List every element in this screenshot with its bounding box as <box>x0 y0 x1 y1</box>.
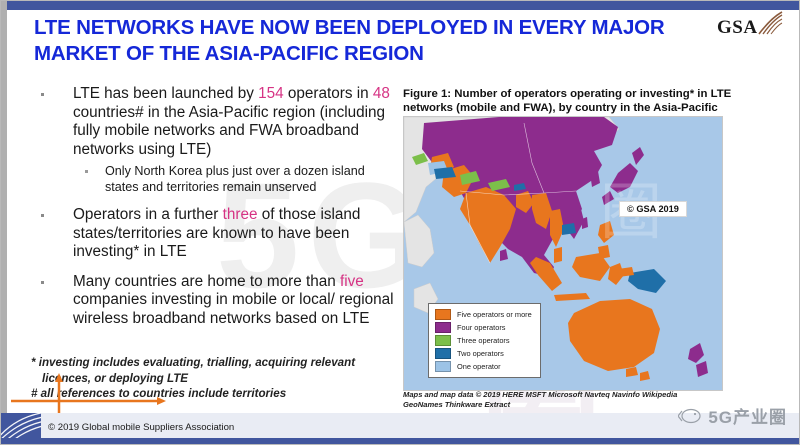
footnotes: * investing includes evaluating, trialli… <box>31 356 401 403</box>
figure-caption: Figure 1: Number of operators operating … <box>403 87 753 129</box>
legend-label-two: Two operators <box>457 349 504 358</box>
bullet-item-1: LTE has been launched by 154 operators i… <box>27 85 399 195</box>
legend-swatch-three <box>435 335 451 346</box>
bullet-2-highlight-three: three <box>222 205 258 223</box>
bullet-3-highlight-five: five <box>339 272 364 290</box>
legend-row: Two operators <box>435 348 532 359</box>
bullet-2-pre: Operators in a further <box>73 205 223 223</box>
map-attribution: Maps and map data © 2019 HERE MSFT Micro… <box>403 390 733 409</box>
bullet-3-post: companies investing in mobile or local/ … <box>73 291 394 327</box>
legend-row: Four operators <box>435 322 532 333</box>
bullet-item-1-sub-1: Only North Korea plus just over a dozen … <box>73 164 399 195</box>
bottom-accent-band <box>1 436 799 444</box>
left-grey-edge <box>1 1 7 438</box>
page-title: LTE NETWORKS HAVE NOW BEEN DEPLOYED IN E… <box>34 16 665 65</box>
gsa-logo-text: GSA <box>717 17 758 38</box>
fish-icon <box>678 408 701 423</box>
gsa-logo: GSA <box>717 11 783 45</box>
legend-label-three: Three operators <box>457 336 510 345</box>
bullet-1-post: countries# in the Asia-Pacific region (i… <box>73 103 386 158</box>
bullet-1-highlight-154: 154 <box>258 85 284 102</box>
bullet-list-level2: Only North Korea plus just over a dozen … <box>73 164 399 195</box>
bullet-1-pre: LTE has been launched by <box>73 85 259 102</box>
map-legend: Five operators or more Four operators Th… <box>428 303 541 378</box>
legend-row: Five operators or more <box>435 309 532 320</box>
signal-wave-icon <box>758 11 783 35</box>
map-attribution-line1: Maps and map data © 2019 HERE MSFT Micro… <box>403 390 678 399</box>
figure-caption-line2: networks (mobile and FWA), by country in… <box>403 102 718 114</box>
bullet-list-container: LTE has been launched by 154 operators i… <box>27 85 399 340</box>
figure-caption-container: Figure 1: Number of operators operating … <box>403 87 781 129</box>
legend-swatch-one <box>435 361 451 372</box>
footer-band <box>41 413 799 438</box>
watermark-5g-brand: 5G产业圈 <box>678 403 787 428</box>
legend-label-one: One operator <box>457 362 501 371</box>
map-copyright-watermark: © GSA 2019 <box>619 201 687 217</box>
map-attribution-line2: GeoNames Thinkware Extract <box>403 399 511 409</box>
legend-label-five: Five operators or more <box>457 310 532 319</box>
footer-copyright: © 2019 Global mobile Suppliers Associati… <box>48 422 235 433</box>
top-accent-band <box>7 1 799 10</box>
figure-caption-line1: Figure 1: Number of operators operating … <box>403 88 732 100</box>
bullet-1-highlight-48: 48 <box>372 85 390 102</box>
footnote-asterisk-line1: * investing includes evaluating, trialli… <box>31 356 356 369</box>
legend-row: One operator <box>435 361 532 372</box>
legend-swatch-four <box>435 322 451 333</box>
watermark-brand-text: 5G产业圈 <box>708 408 787 427</box>
bullet-item-2: Operators in a further three of those is… <box>27 206 399 262</box>
bullet-3-pre: Many countries are home to more than <box>73 272 340 290</box>
bullet-list-level1: LTE has been launched by 154 operators i… <box>27 85 399 329</box>
bullet-2-post: of those island states/territories are k… <box>73 205 361 261</box>
gsa-footer-logo <box>1 413 41 438</box>
legend-label-four: Four operators <box>457 323 506 332</box>
legend-swatch-five <box>435 309 451 320</box>
bullet-1-mid: operators in <box>283 85 373 102</box>
legend-swatch-two <box>435 348 451 359</box>
watermark-5g: 5G <box>216 151 433 319</box>
asia-pacific-map[interactable]: 圈 © GSA 2019 Five operators or more Four… <box>403 116 723 391</box>
gsa-arcs-icon <box>1 413 41 438</box>
footnote-hash: # all references to countries include te… <box>31 387 287 400</box>
footnote-asterisk-line2: licences, or deploying LTE <box>42 371 189 385</box>
legend-row: Three operators <box>435 335 532 346</box>
bullet-item-3: Many countries are home to more than fiv… <box>27 273 399 329</box>
